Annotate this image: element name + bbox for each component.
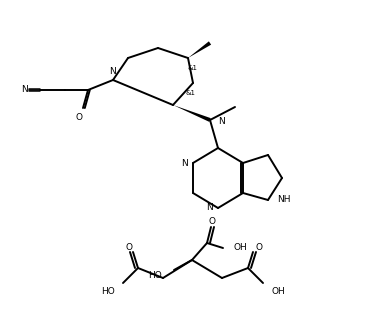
Polygon shape [173,105,211,122]
Polygon shape [188,41,211,58]
Text: NH: NH [277,196,290,205]
Text: N: N [218,117,225,125]
Text: OH: OH [271,288,285,297]
Text: N: N [181,159,188,167]
Text: &1: &1 [186,90,196,96]
Text: N: N [21,85,28,94]
Text: O: O [126,243,133,252]
Text: HO: HO [101,288,115,297]
Text: O: O [75,114,82,122]
Text: HO: HO [148,271,162,280]
Text: O: O [208,217,216,226]
Text: OH: OH [233,244,247,253]
Text: &1: &1 [188,65,198,71]
Text: N: N [206,204,213,213]
Text: O: O [255,243,262,252]
Text: N: N [109,67,115,75]
